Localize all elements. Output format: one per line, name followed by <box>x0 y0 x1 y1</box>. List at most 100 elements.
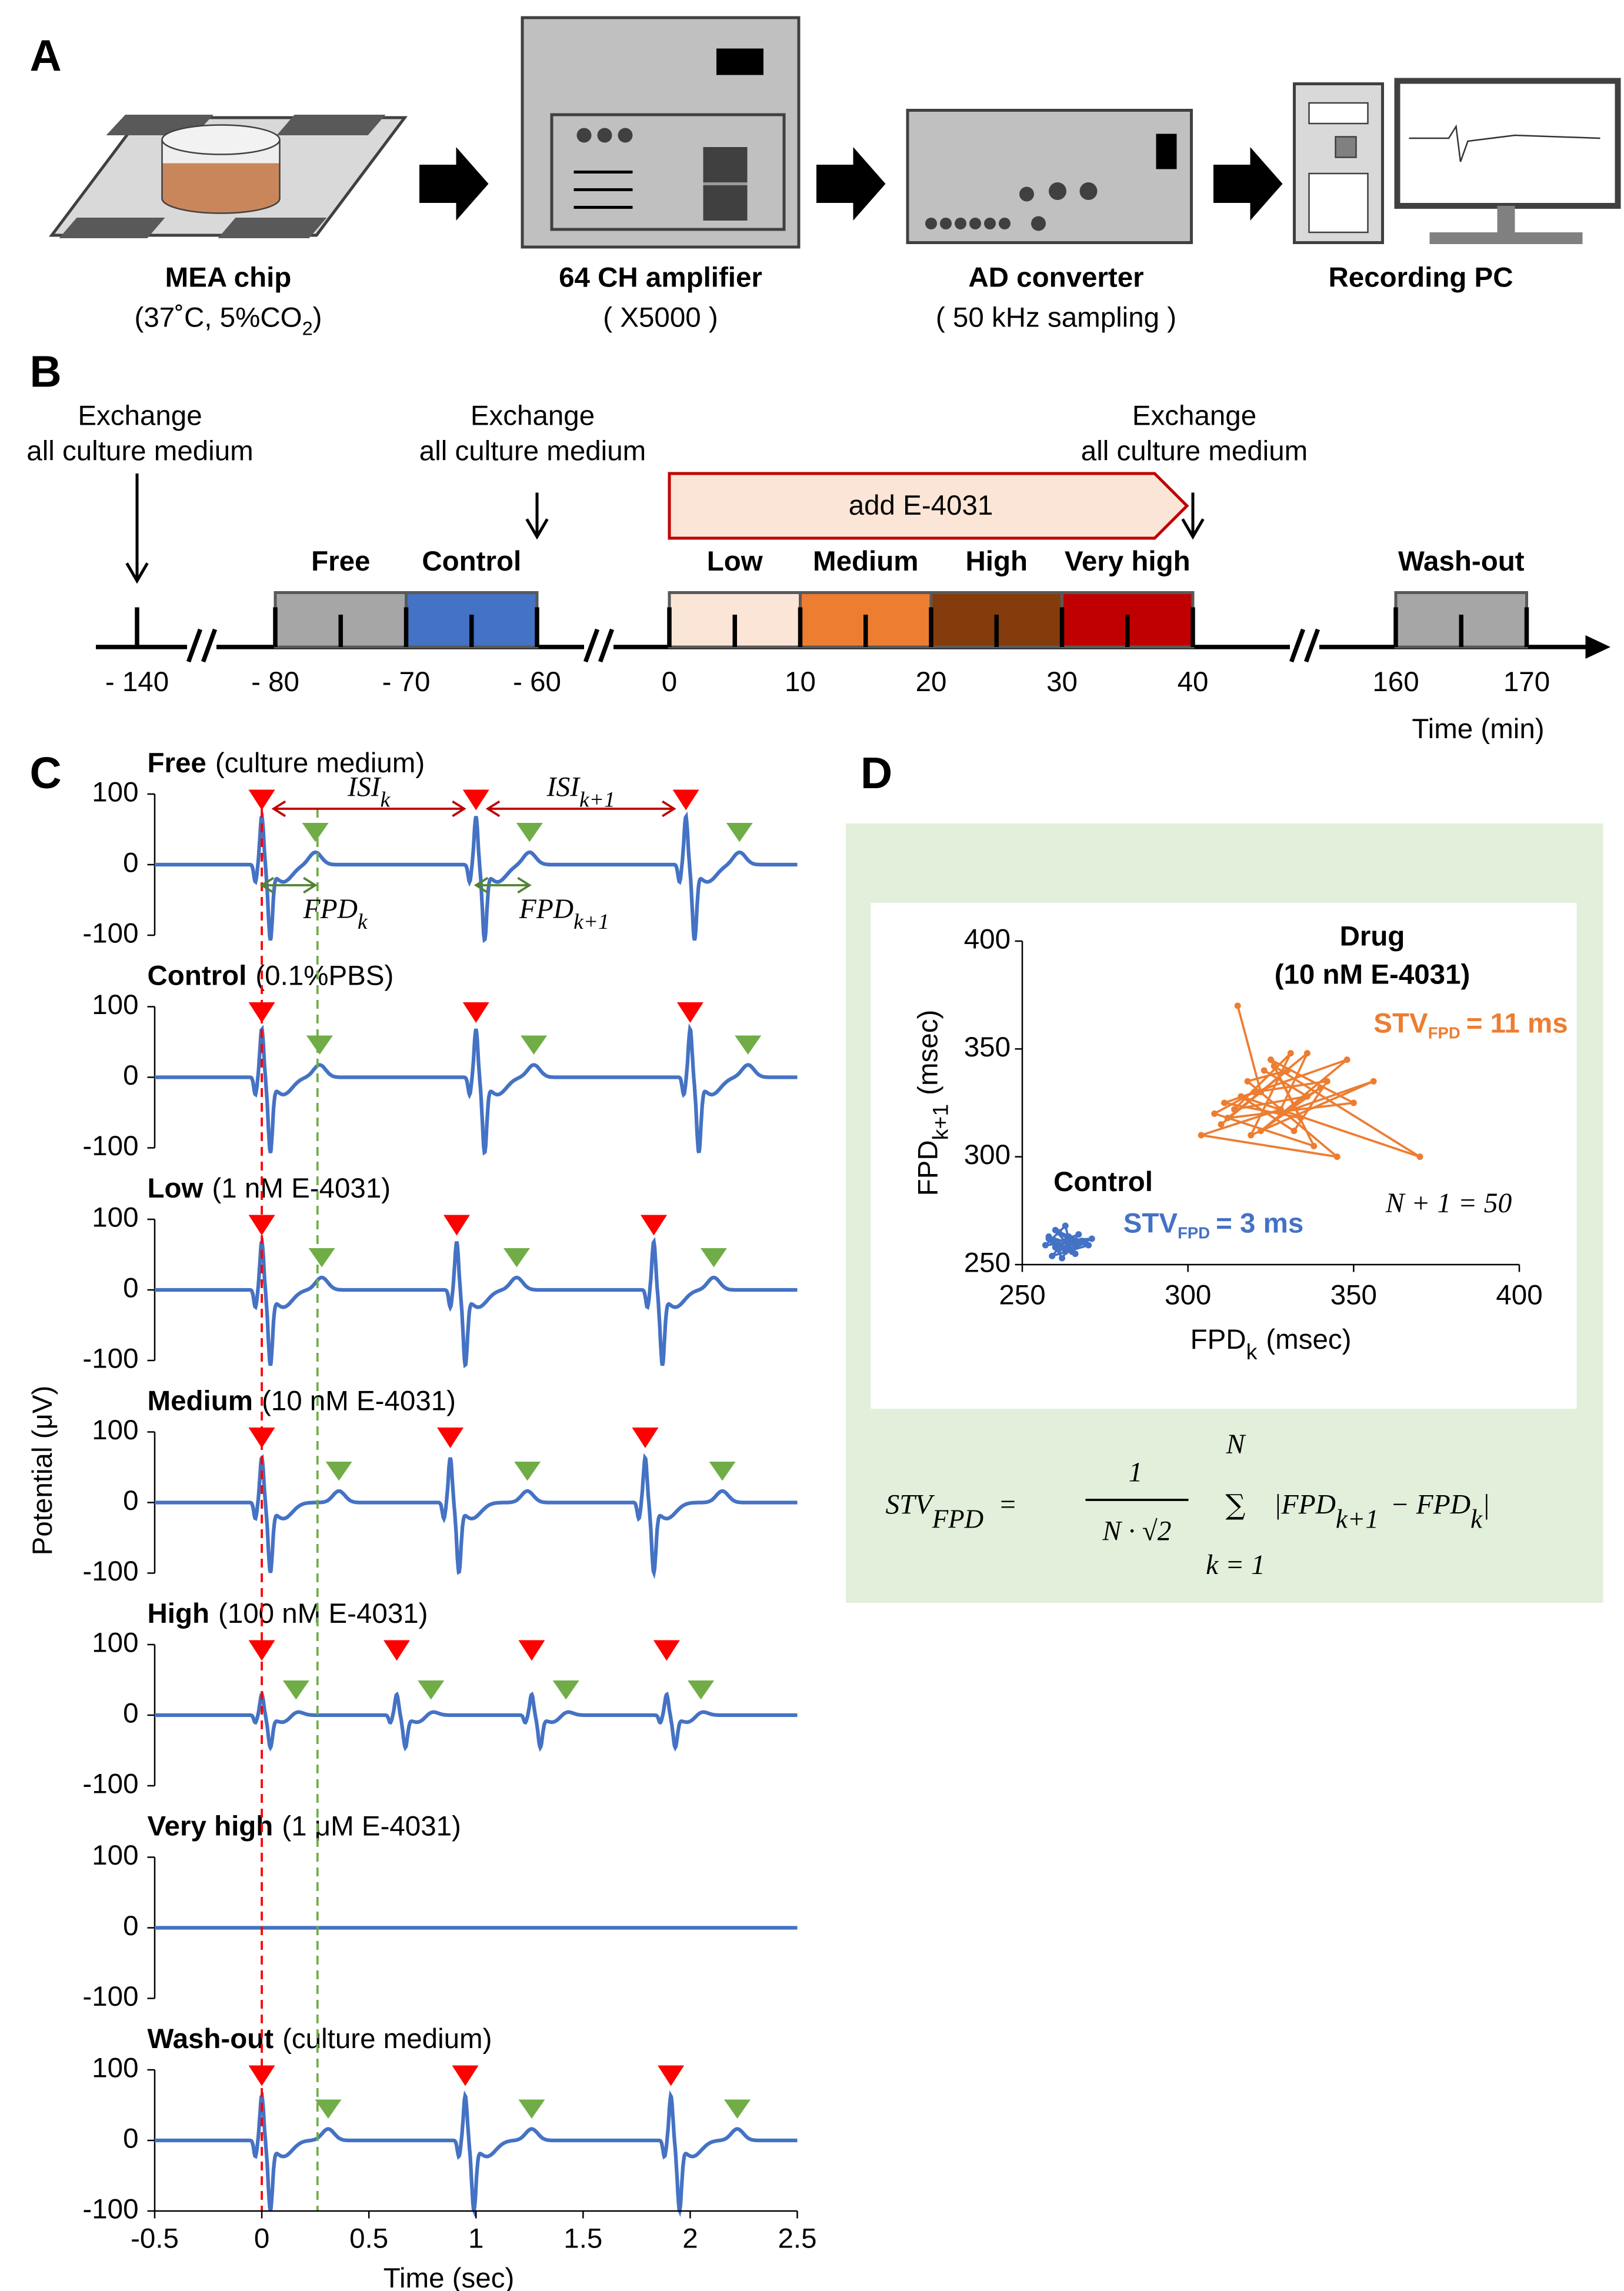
text-part: k <box>381 788 391 812</box>
text-part: ) <box>313 302 322 333</box>
y-tick-label: 350 <box>964 1032 1011 1063</box>
point <box>1088 1235 1095 1242</box>
isi-label: ISIk <box>347 772 391 812</box>
fpd-label: FPDk <box>303 894 368 934</box>
point <box>1069 1235 1075 1242</box>
formula-sum-bottom: k = 1 <box>1206 1550 1265 1580</box>
exchange-arrow <box>1181 492 1205 540</box>
formula-num: 1 <box>1129 1457 1143 1488</box>
point <box>1303 1050 1310 1057</box>
y-tick-label: 100 <box>92 1415 138 1446</box>
text-part: ISI <box>347 772 382 802</box>
y-tick-label: 300 <box>964 1139 1011 1170</box>
device-name: 64 CH amplifier <box>559 262 762 294</box>
text-part: FPD <box>1178 1223 1210 1242</box>
y-tick-label: -100 <box>82 1131 138 1162</box>
point <box>1082 1239 1089 1246</box>
repolarization-marker <box>418 1680 445 1700</box>
series-line <box>1201 1005 1420 1159</box>
point <box>1277 1110 1284 1117</box>
phase-label: Very high <box>1065 546 1191 577</box>
tick-label: 170 <box>1503 666 1550 698</box>
point <box>1072 1242 1079 1249</box>
text-part: = 11 ms <box>1466 1008 1568 1039</box>
y-tick-label: 0 <box>123 1060 138 1091</box>
point <box>1238 1093 1245 1100</box>
tick-label: 20 <box>916 666 947 698</box>
repolarization-marker <box>518 2099 545 2119</box>
x-axis-label: Time (sec) <box>384 2263 515 2291</box>
spike-marker <box>248 789 275 811</box>
flow-arrows <box>419 147 1283 221</box>
tick-label: 10 <box>785 666 816 698</box>
y-tick-label: 100 <box>92 1628 138 1659</box>
spike-marker <box>248 1428 275 1448</box>
repolarization-marker <box>503 1248 530 1268</box>
text-part: (1 nM E-4031) <box>212 1173 391 1204</box>
repolarization-marker <box>709 1462 736 1481</box>
trace <box>155 2090 798 2218</box>
text-part: STV <box>1373 1008 1428 1039</box>
trace-title: Wash-out (culture medium) <box>148 2023 492 2055</box>
panel-letter: A <box>30 31 62 80</box>
text-part: (100 nM E-4031) <box>218 1598 428 1629</box>
phase-label: High <box>965 546 1028 577</box>
text-part: k+1 <box>573 910 609 934</box>
trace <box>155 811 798 943</box>
fpd-label: FPDk+1 <box>519 894 609 934</box>
y-tick-label: 100 <box>92 2053 138 2084</box>
text-part: FPD <box>519 894 573 925</box>
trace <box>155 1453 798 1579</box>
point <box>1059 1255 1066 1262</box>
device-name: AD converter <box>968 262 1143 294</box>
axis-breaks <box>186 628 1320 663</box>
text-part: = <box>998 1489 1017 1520</box>
text-part: (10 nM E-4031) <box>262 1385 456 1416</box>
spike-marker <box>632 1428 659 1448</box>
spike-marker <box>672 789 699 811</box>
y-tick-label: 0 <box>123 1698 138 1729</box>
point <box>1270 1063 1278 1070</box>
point <box>1416 1153 1423 1160</box>
series-name: Drug <box>1340 921 1405 952</box>
point <box>1052 1244 1059 1251</box>
point <box>1260 1067 1268 1074</box>
point <box>1258 1089 1265 1096</box>
text-part: FPD <box>1428 1023 1460 1042</box>
formula-sum: ∑ <box>1226 1489 1246 1522</box>
mea-chip-icon <box>49 115 408 238</box>
spike-marker <box>452 2065 479 2086</box>
repolarization-marker <box>700 1248 727 1268</box>
x-axis-label: FPDk (msec) <box>1191 1324 1352 1364</box>
device-detail: (37˚C, 5%CO2) <box>135 302 322 339</box>
text-part: Free <box>148 748 206 779</box>
exchange-label: Exchange <box>1132 401 1256 432</box>
text-part: (culture medium) <box>282 2023 492 2055</box>
drug-arrow <box>668 472 1189 540</box>
stv-label: STVFPD = 3 ms <box>1123 1208 1304 1242</box>
phase-label: Wash-out <box>1398 546 1525 577</box>
point <box>1234 1002 1241 1009</box>
tick-label: 30 <box>1046 666 1078 698</box>
text-part: − FPD <box>1390 1489 1470 1520</box>
point <box>1317 1084 1324 1091</box>
text-part: FPD <box>912 1140 943 1196</box>
trace-title: Control (0.1%PBS) <box>148 960 394 991</box>
series-subtitle: (10 nM E-4031) <box>1275 959 1470 991</box>
exchange-arrow <box>125 473 149 584</box>
x-tick-label: 400 <box>1496 1280 1542 1311</box>
spike-marker <box>676 1002 703 1023</box>
text-part: k <box>1470 1505 1483 1534</box>
point <box>1062 1248 1069 1255</box>
point <box>1303 1093 1310 1100</box>
x-tick-label: 1.5 <box>563 2223 602 2255</box>
exchange-label: all culture medium <box>26 436 253 467</box>
y-tick-label: 100 <box>92 989 138 1021</box>
point <box>1287 1050 1294 1057</box>
formula-term: |FPDk+1 − FPDk| <box>1274 1489 1490 1533</box>
spike-marker <box>462 1002 489 1023</box>
point <box>1224 1115 1231 1122</box>
tick-label: 40 <box>1178 666 1209 698</box>
point <box>1218 1121 1225 1128</box>
